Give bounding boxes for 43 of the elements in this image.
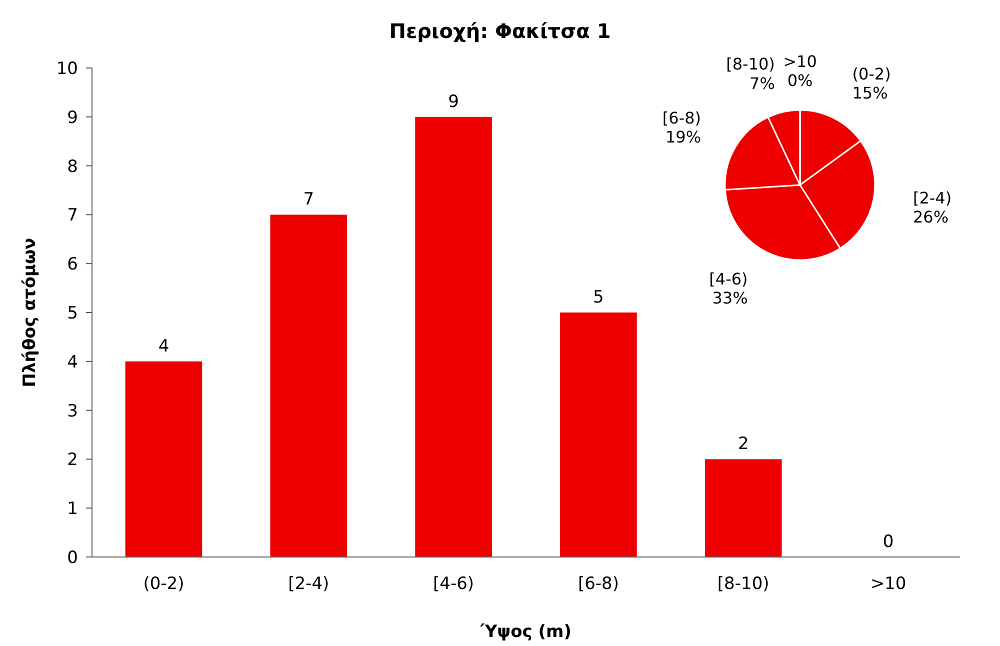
data-label: 0 [882,532,894,552]
data-label: 2 [738,434,749,454]
data-label: 4 [158,336,170,356]
slice-label: [2-4) [912,188,952,208]
data-label: 5 [593,288,604,308]
y-tick-label: 1 [67,499,78,520]
bar [560,312,637,557]
text: 0% [787,71,813,90]
x-axis-title: Ύψος (m) [479,622,572,642]
x-tick-label: [2-4) [288,574,330,594]
y-tick-label: 10 [56,58,78,79]
bar [270,214,348,557]
bar [704,459,782,557]
data-label: 26% [912,208,949,227]
y-tick-label: 2 [67,450,78,470]
slice-label: [6-8) [662,108,702,128]
y-tick-label: 4 [67,352,78,372]
y-axis-title: Πλήθος ατόμων [20,238,40,388]
x-tick-label: [4-6) [433,574,474,594]
slice-label: [8-10) [726,54,775,74]
data-label: 19% [665,127,702,146]
category-label: >10 [783,52,817,71]
data-label: 33% [712,288,748,308]
y-tick-label: 9 [67,108,78,128]
data-label: 7 [303,190,314,210]
y-tick-label: 6 [67,254,78,275]
x-tick-label: [8-10) [717,574,770,594]
data-label: 15% [852,84,888,103]
slice-label: (0-2) [852,64,891,84]
y-tick-label: 5 [67,303,78,324]
chart-title: Περιοχή: Φακίτσα 1 [389,19,611,43]
data-label: 7% [750,74,775,93]
y-tick-label: 8 [67,156,78,177]
bar [415,116,492,557]
data-label: 9 [448,92,459,112]
slice-label: [4-6) [709,269,748,288]
x-tick-label: [6-8) [578,574,619,594]
y-tick-label: 0 [67,548,78,568]
y-tick-label: 3 [67,401,78,422]
y-tick-label: 7 [67,206,78,226]
bar [125,361,202,557]
x-tick-label: >10 [870,574,906,594]
x-tick-label: (0-2) [143,574,184,594]
